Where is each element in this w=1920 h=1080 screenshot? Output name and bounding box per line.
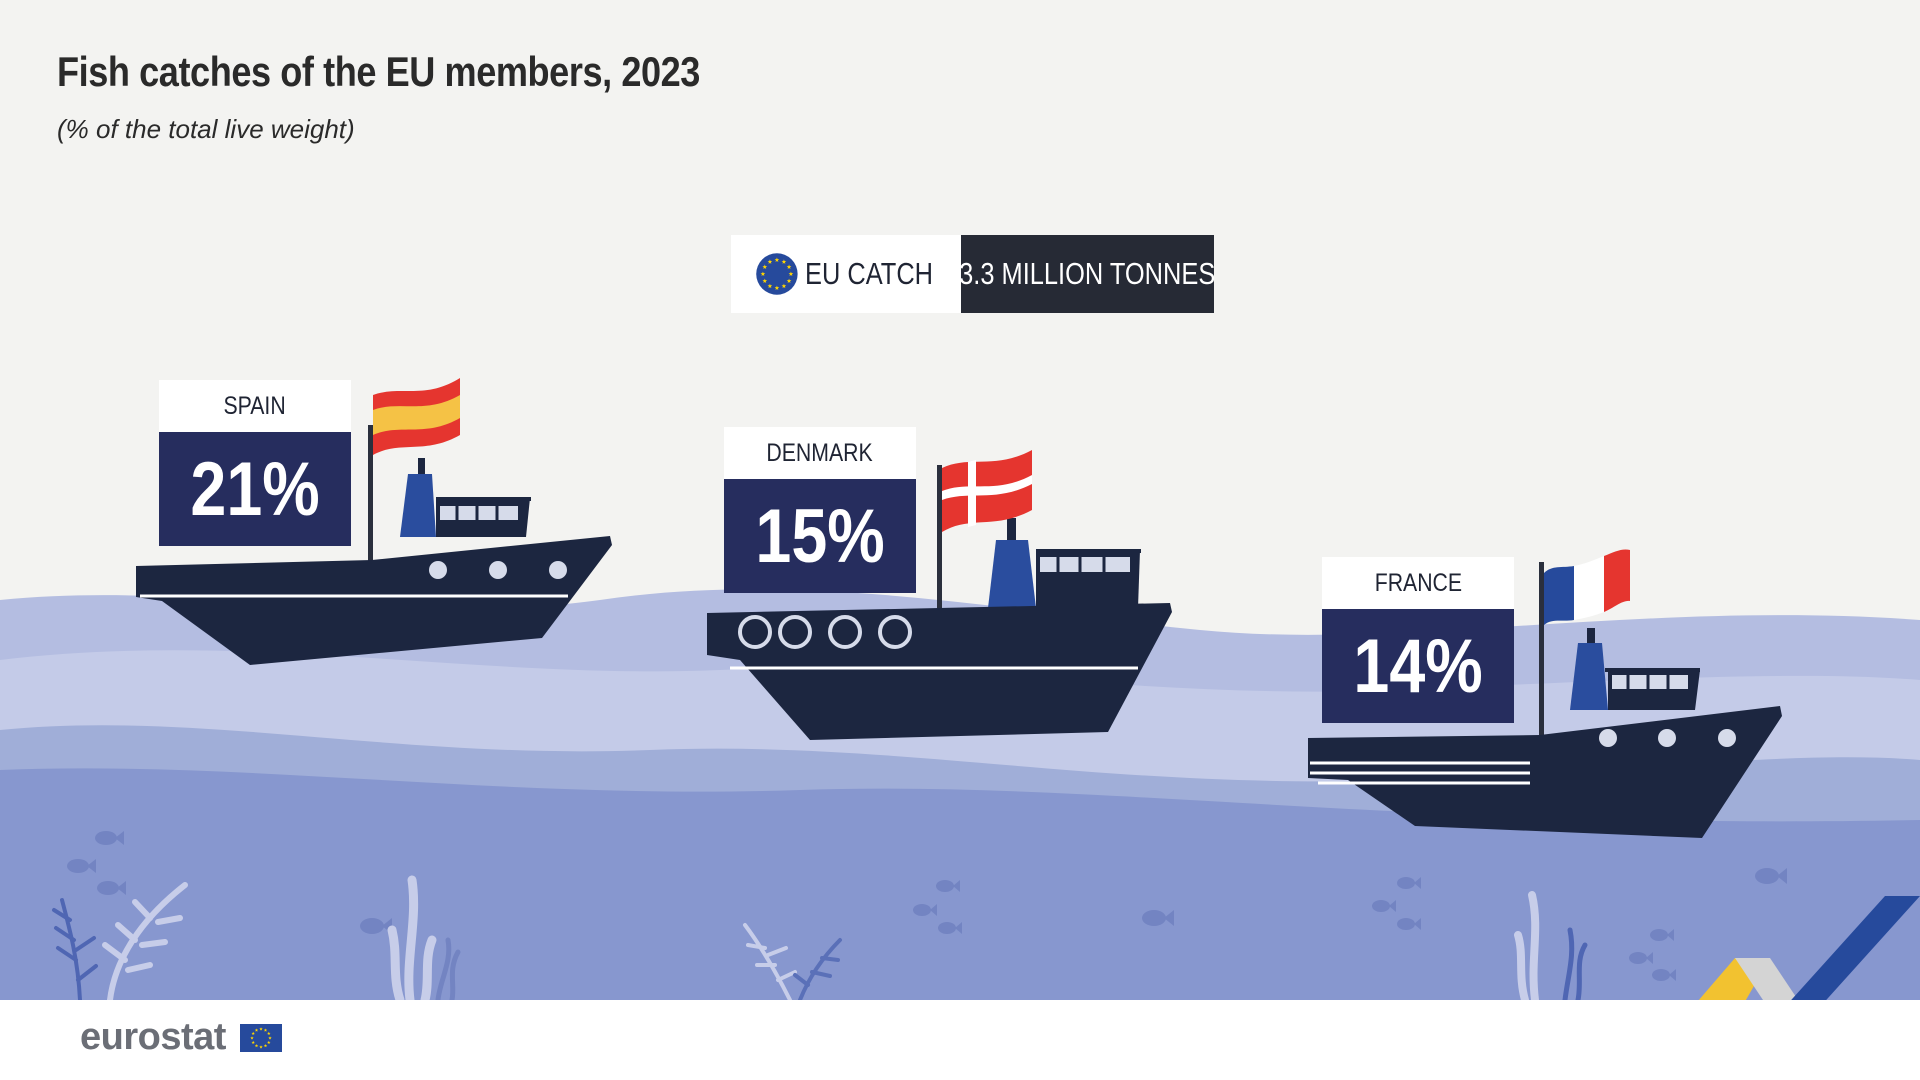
country-card-spain: SPAIN 21% xyxy=(159,380,351,546)
country-name-box: FRANCE xyxy=(1322,557,1514,609)
fish-icon xyxy=(95,831,124,845)
fish-icon xyxy=(1652,969,1676,981)
seaweed-icon xyxy=(387,875,437,1005)
eu-star xyxy=(774,257,780,262)
france-flag-icon xyxy=(1544,549,1630,625)
fish-icon xyxy=(1372,900,1396,912)
seaweed-icon xyxy=(52,898,98,1002)
eu-star xyxy=(788,271,794,276)
eu-total-value-area: 3.3 MILLION TONNES xyxy=(959,235,1216,313)
fish-icon xyxy=(1397,918,1421,930)
country-card-france: FRANCE 14% xyxy=(1322,557,1514,723)
seaweed-icon xyxy=(743,923,797,1002)
seaweed-icon xyxy=(793,938,842,1002)
eu-star xyxy=(786,278,792,283)
eu-star xyxy=(781,259,787,264)
country-name: SPAIN xyxy=(223,391,287,420)
fishing-boat-icon xyxy=(1308,562,1782,838)
eu-star xyxy=(786,264,792,269)
eu-star xyxy=(781,283,787,289)
eu-star xyxy=(250,1036,254,1040)
seaweed-icon xyxy=(435,937,461,1003)
page-subtitle: (% of the total live weight) xyxy=(57,114,355,144)
eu-total-label: EU CATCH xyxy=(804,256,933,291)
country-card-denmark: DENMARK 15% xyxy=(724,427,916,593)
country-name: DENMARK xyxy=(766,438,874,467)
eu-star xyxy=(259,1045,263,1049)
fish-icon xyxy=(1397,877,1421,889)
eu-star xyxy=(254,1043,259,1048)
fish-icon xyxy=(1142,910,1174,926)
eu-total-box: EU CATCH 3.3 MILLION TONNES xyxy=(731,235,1216,313)
fish-icon xyxy=(936,880,960,892)
eu-star xyxy=(263,1028,268,1032)
seaweed-icon xyxy=(1514,891,1540,1004)
country-name-box: SPAIN xyxy=(159,380,351,432)
footer-bar xyxy=(0,1000,1920,1080)
eu-star xyxy=(251,1031,255,1035)
eu-star xyxy=(251,1040,255,1044)
eu-star xyxy=(762,264,768,269)
fish-icon xyxy=(1650,929,1674,941)
spain-flag-icon xyxy=(373,378,460,455)
fish-group xyxy=(67,831,1787,981)
fish-icon xyxy=(938,922,962,934)
eu-star xyxy=(267,1040,271,1044)
eu-total-value: 3.3 MILLION TONNES xyxy=(959,256,1216,291)
seaweed-icon xyxy=(1562,927,1588,1003)
eu-star xyxy=(774,285,780,290)
fishing-boat-icon xyxy=(136,425,612,665)
fish-icon xyxy=(1755,868,1787,884)
brand-name: eurostat xyxy=(80,1016,226,1058)
eu-total-label-area: EU CATCH xyxy=(731,235,961,313)
country-value: 15% xyxy=(755,493,885,579)
eu-star xyxy=(267,1031,271,1035)
seaweed-icon xyxy=(102,882,188,1003)
eu-star xyxy=(767,283,773,289)
country-value-box: 14% xyxy=(1322,609,1514,723)
eu-star xyxy=(762,278,768,283)
fish-icon xyxy=(1629,952,1653,964)
fish-icon xyxy=(67,859,96,873)
eu-star xyxy=(263,1043,268,1048)
eu-star xyxy=(767,259,773,264)
country-name-box: DENMARK xyxy=(724,427,916,479)
fishing-boat-icon xyxy=(707,465,1172,740)
eu-flag-icon xyxy=(756,253,798,295)
denmark-flag-icon xyxy=(942,450,1032,532)
eu-star xyxy=(268,1036,272,1040)
fish-icon xyxy=(913,904,937,916)
eurostat-logo: eurostat xyxy=(80,1016,282,1059)
country-name: FRANCE xyxy=(1374,568,1462,597)
eu-star xyxy=(254,1028,259,1032)
eu-flag-small-icon xyxy=(239,1024,282,1052)
eu-star xyxy=(259,1027,263,1031)
eu-star xyxy=(760,271,766,276)
seaweed-group xyxy=(52,875,1588,1005)
fish-icon xyxy=(97,881,126,895)
country-value: 14% xyxy=(1353,623,1483,709)
country-value: 21% xyxy=(190,446,320,532)
page-title: Fish catches of the EU members, 2023 xyxy=(57,48,700,95)
country-value-box: 15% xyxy=(724,479,916,593)
country-value-box: 21% xyxy=(159,432,351,546)
